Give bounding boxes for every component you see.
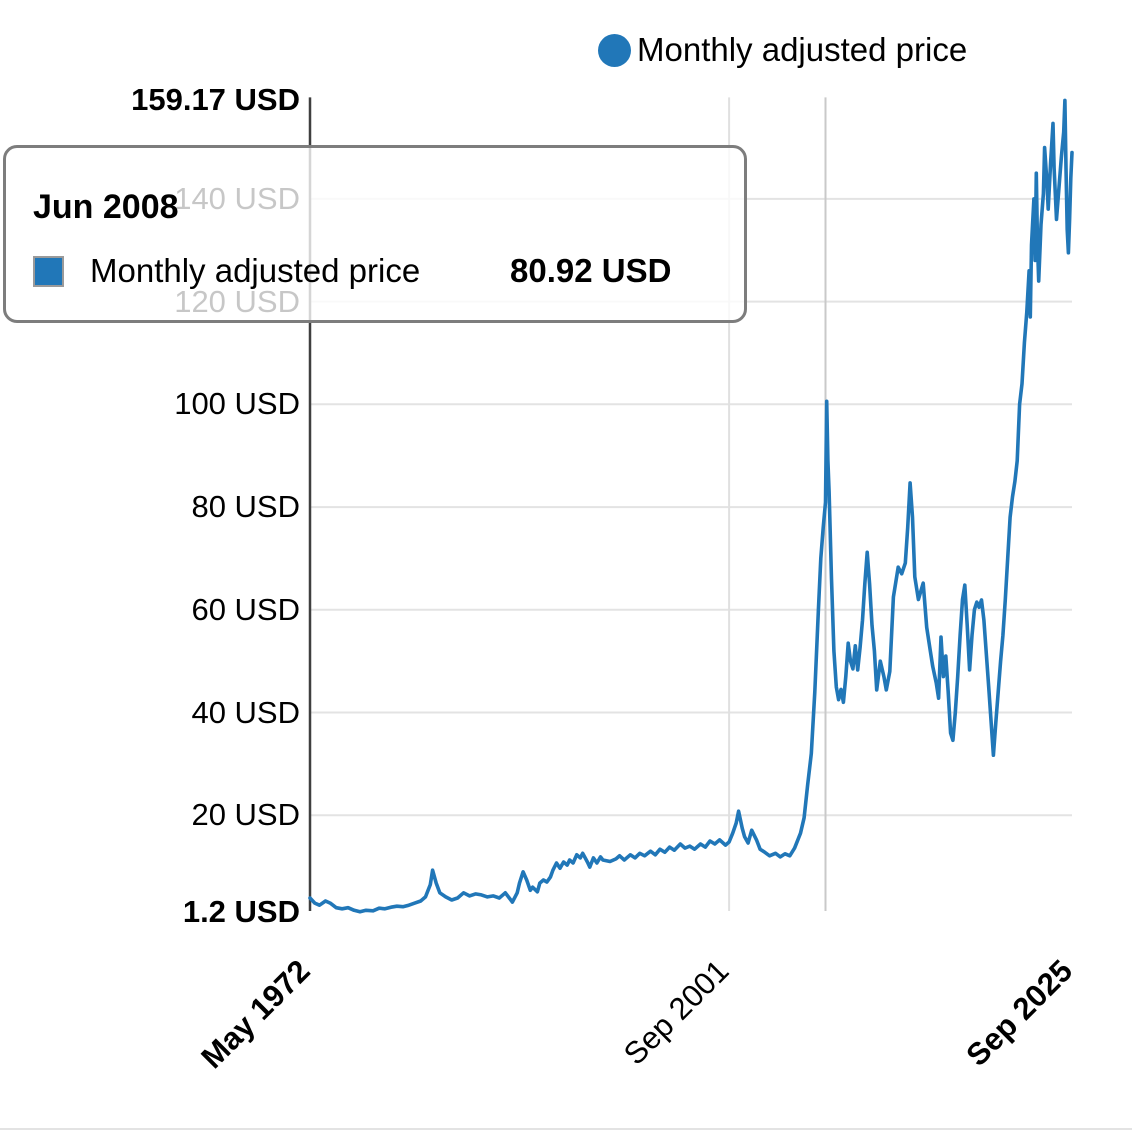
y-tick-label: 1.2 USD [182, 894, 300, 929]
y-tick-label: 20 USD [191, 797, 300, 832]
tooltip-series-value: 80.92 USD [510, 252, 672, 289]
legend-label: Monthly adjusted price [637, 31, 968, 68]
tooltip-title: Jun 2008 [33, 188, 179, 226]
bottom-divider [0, 1128, 1132, 1130]
y-tick-label: 60 USD [191, 592, 300, 627]
y-tick-label: 80 USD [191, 489, 300, 524]
tooltip-series-row: Monthly adjusted price 80.92 USD [33, 252, 671, 290]
y-tick-label: 159.17 USD [131, 82, 300, 117]
y-tick-label: 40 USD [191, 695, 300, 730]
legend-item[interactable]: Monthly adjusted price [598, 31, 967, 69]
legend-marker-icon [598, 33, 631, 67]
tooltip-series-swatch-icon [33, 255, 64, 287]
y-tick-label: 100 USD [174, 386, 300, 421]
tooltip: Jun 2008 Monthly adjusted price 80.92 US… [3, 145, 747, 323]
tooltip-series-label: Monthly adjusted price [90, 252, 421, 289]
price-line [308, 98, 1074, 914]
